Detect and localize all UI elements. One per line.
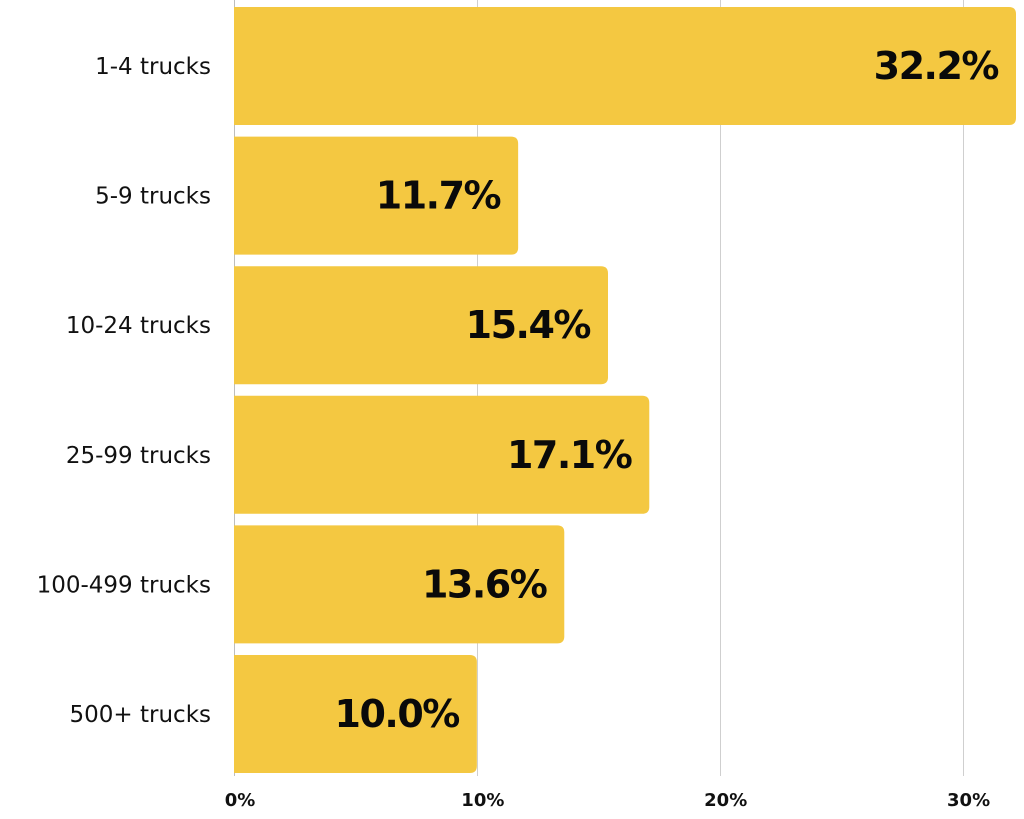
bar-value-label: 32.2% xyxy=(874,44,999,88)
bar-value-label: 10.0% xyxy=(335,692,460,736)
bar-4 xyxy=(234,395,650,514)
bar-value-label: 13.6% xyxy=(422,562,547,606)
category-label: 25-99 trucks xyxy=(66,443,211,469)
x-tick-label: 30% xyxy=(947,790,990,811)
bar-5 xyxy=(234,525,565,644)
bars: 32.2% 11.7% 15.4% 17.1% 13.6% 10.0% xyxy=(234,7,1016,773)
category-label: 100-499 trucks xyxy=(37,572,211,598)
bar-6 xyxy=(234,655,477,773)
bar-value-label: 15.4% xyxy=(466,303,591,347)
x-axis-tick-labels: 0% 10% 20% 30% xyxy=(225,790,990,811)
bar-3 xyxy=(234,266,608,385)
category-label: 10-24 trucks xyxy=(66,313,211,339)
category-label: 1-4 trucks xyxy=(95,54,211,80)
x-tick-label: 20% xyxy=(704,790,747,811)
category-label: 500+ trucks xyxy=(70,702,211,728)
bar-value-label: 11.7% xyxy=(376,174,501,218)
bar-value-label: 17.1% xyxy=(507,433,632,477)
x-tick-label: 0% xyxy=(225,790,256,811)
x-tick-label: 10% xyxy=(461,790,504,811)
bar-1 xyxy=(234,7,1016,125)
category-labels: 1-4 trucks 5-9 trucks 10-24 trucks 25-99 tr… xyxy=(37,54,211,728)
category-label: 5-9 trucks xyxy=(95,184,211,210)
gridlines xyxy=(234,0,964,776)
bar-2 xyxy=(234,136,519,255)
